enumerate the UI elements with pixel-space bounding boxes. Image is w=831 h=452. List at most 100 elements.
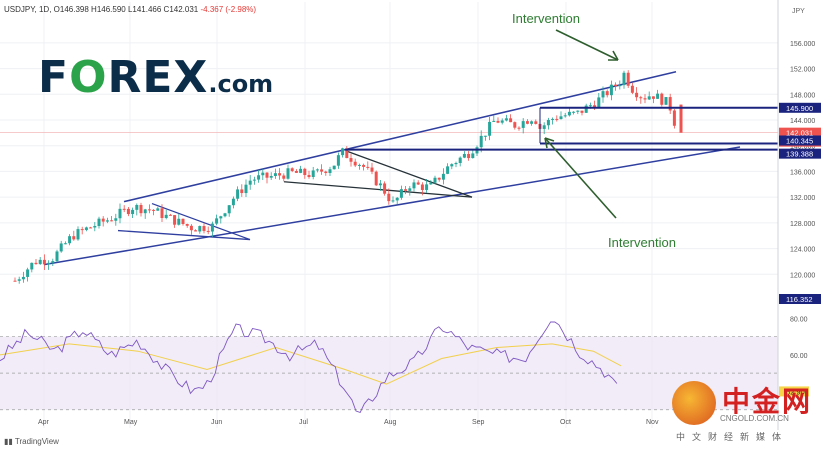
candle-body bbox=[370, 167, 374, 172]
candle-body bbox=[618, 85, 622, 87]
candle-body bbox=[198, 226, 202, 232]
candle-body bbox=[530, 121, 534, 124]
triangle-lower-line bbox=[283, 181, 473, 198]
candle-body bbox=[614, 84, 618, 87]
candle-body bbox=[555, 118, 559, 120]
candle-body bbox=[500, 120, 504, 123]
symbol-label: USDJPY, 1D, bbox=[4, 5, 52, 14]
month-label: Aug bbox=[384, 419, 397, 426]
candle-body bbox=[135, 204, 139, 210]
candle-body bbox=[265, 172, 269, 178]
price-label-box bbox=[779, 135, 821, 146]
candle-body bbox=[597, 97, 601, 108]
candle-body bbox=[643, 98, 647, 100]
arrow-top-shaft bbox=[555, 29, 619, 61]
price-tick-label: 124.000 bbox=[790, 247, 815, 254]
candle-body bbox=[219, 216, 223, 219]
tradingview-brand: ▮▮ TradingView bbox=[4, 437, 59, 446]
price-label-text: 142.031 bbox=[786, 129, 813, 138]
candle-body bbox=[303, 168, 307, 176]
price-label-text: 140.345 bbox=[786, 136, 813, 145]
price-tick-label: 136.000 bbox=[790, 169, 815, 176]
candle-body bbox=[194, 230, 198, 232]
chart-header: USDJPY, 1D, O146.398 H146.590 L141.466 C… bbox=[4, 5, 256, 14]
candle-body bbox=[404, 189, 408, 191]
candle-body bbox=[252, 179, 256, 181]
time-axis: Apr May Jun Jul Aug Sep Oct Nov bbox=[38, 419, 659, 426]
candle-body bbox=[605, 91, 609, 96]
price-label-text: 116.352 bbox=[786, 295, 813, 304]
candle-body bbox=[240, 189, 244, 194]
candle-body bbox=[164, 214, 168, 219]
candle-body bbox=[383, 183, 387, 194]
candle-body bbox=[353, 161, 357, 166]
month-label: Sep bbox=[472, 419, 485, 426]
candle-body bbox=[572, 111, 576, 113]
candle-body bbox=[635, 92, 639, 98]
annotation-intervention-top: Intervention bbox=[512, 11, 580, 26]
candle-body bbox=[437, 177, 441, 180]
candle-body bbox=[110, 220, 114, 222]
candle-body bbox=[299, 168, 303, 173]
candle-body bbox=[328, 169, 332, 173]
candle-body bbox=[282, 175, 286, 179]
price-label-text: 145.900 bbox=[786, 104, 813, 113]
candle-body bbox=[563, 115, 567, 117]
candle-body bbox=[546, 119, 550, 126]
candle-body bbox=[185, 223, 189, 226]
candle-body bbox=[630, 85, 634, 93]
candle-body bbox=[366, 166, 370, 168]
month-label: Oct bbox=[560, 419, 571, 426]
candle-body bbox=[324, 171, 328, 173]
candle-body bbox=[567, 111, 571, 116]
candle-body bbox=[152, 209, 156, 211]
cngold-logo-icon bbox=[672, 381, 716, 425]
candle-body bbox=[307, 175, 311, 178]
month-label: Nov bbox=[646, 419, 659, 426]
watermark-chinese: 中金网 bbox=[722, 385, 813, 418]
candle-body bbox=[269, 175, 273, 178]
candle-body bbox=[278, 173, 282, 176]
candle-body bbox=[349, 158, 353, 162]
candle-body bbox=[105, 220, 109, 222]
candle-body bbox=[542, 125, 546, 129]
candle-body bbox=[17, 279, 21, 281]
price-label-box bbox=[779, 127, 821, 138]
horizontal-levels bbox=[345, 106, 778, 151]
candle-body bbox=[139, 204, 143, 214]
candle-body bbox=[76, 229, 80, 240]
candle-body bbox=[664, 97, 668, 105]
candle-body bbox=[122, 208, 126, 210]
candle-body bbox=[257, 175, 261, 180]
rsi-current-label: 52.90 bbox=[786, 387, 805, 396]
candle-body bbox=[231, 198, 235, 206]
trend-channel bbox=[43, 71, 741, 266]
candle-body bbox=[147, 209, 151, 211]
candle-body bbox=[504, 118, 508, 121]
price-tick-label: 140.000 bbox=[790, 144, 815, 151]
candle-body bbox=[517, 127, 521, 129]
candle-body bbox=[639, 97, 643, 99]
candle-body bbox=[420, 184, 424, 190]
candle-body bbox=[425, 184, 429, 190]
candle-body bbox=[479, 135, 483, 148]
candle-body bbox=[223, 213, 227, 217]
candle-body bbox=[30, 262, 34, 270]
candle-body bbox=[433, 177, 437, 183]
watermark-site: CNGOLD.COM.CN bbox=[720, 414, 789, 423]
candle-body bbox=[206, 230, 210, 232]
candle-body bbox=[181, 218, 185, 224]
candle-body bbox=[80, 229, 84, 231]
watermark-tagline: 中文财经新媒体 bbox=[676, 432, 789, 442]
candle-body bbox=[467, 153, 471, 159]
rsi-current-box bbox=[779, 386, 809, 397]
candle-body bbox=[525, 121, 529, 124]
price-tick-label: 144.000 bbox=[790, 118, 815, 125]
price-label-box bbox=[779, 148, 821, 159]
candle-body bbox=[34, 262, 38, 264]
candle-body bbox=[320, 169, 324, 172]
candle-body bbox=[143, 209, 147, 214]
price-tick-label: 152.000 bbox=[790, 67, 815, 74]
ohlc-values: O146.398 H146.590 L141.466 C142.031 bbox=[53, 5, 199, 14]
candle-body bbox=[462, 153, 466, 158]
